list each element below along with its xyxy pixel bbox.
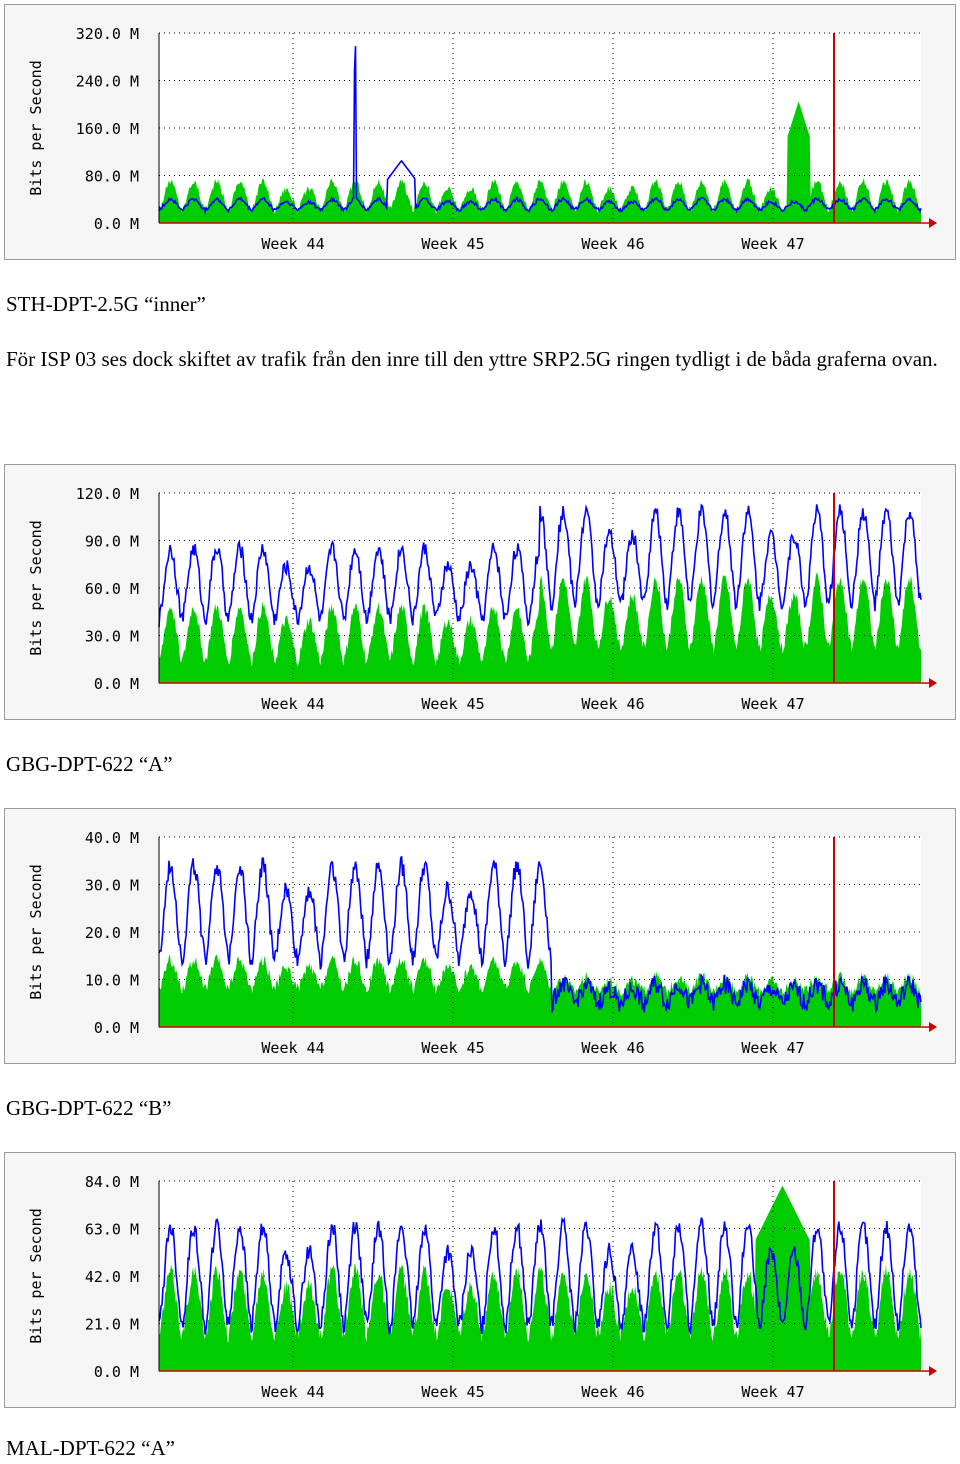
series-in-area [159, 101, 921, 223]
y-tick-label: 20.0 M [85, 924, 139, 942]
y-tick-label: 40.0 M [85, 829, 139, 847]
graph-2-svg: Bits per Second 0.0 M 30.0 M 60.0 M 90.0 M 12… [27, 485, 937, 713]
y-tick-label: 42.0 M [85, 1268, 139, 1286]
y-tick-label: 60.0 M [85, 580, 139, 598]
x-axis-arrow [929, 218, 937, 228]
x-tick-label: Week 47 [741, 1383, 804, 1401]
traffic-graph-1: Bits per Second 0.0 M 80.0 M 160.0 M 240.0 M… [4, 4, 956, 260]
x-tick-label: Week 44 [261, 1383, 324, 1401]
series-in-area [159, 1185, 921, 1371]
x-tick-label: Week 46 [581, 1383, 644, 1401]
y-tick-label: 320.0 M [76, 25, 139, 43]
graph-1-caption: STH-DPT-2.5G “inner” [6, 292, 206, 316]
y-tick-label: 21.0 M [85, 1316, 139, 1334]
x-tick-label: Week 44 [261, 695, 324, 713]
x-tick-label: Week 46 [581, 695, 644, 713]
y-tick-label: 84.0 M [85, 1173, 139, 1191]
y-axis-label: Bits per Second [27, 520, 45, 655]
x-tick-label: Week 47 [741, 1039, 804, 1057]
x-tick-label: Week 44 [261, 1039, 324, 1057]
series-out-line [158, 855, 922, 1014]
y-tick-label: 0.0 M [94, 1363, 139, 1381]
graph-2-caption: GBG-DPT-622 “A” [6, 752, 173, 776]
x-tick-label: Week 45 [421, 1383, 484, 1401]
series-out-line [158, 503, 922, 628]
y-tick-label: 90.0 M [85, 533, 139, 551]
x-axis-arrow [929, 1366, 937, 1376]
x-tick-label: Week 47 [741, 695, 804, 713]
x-tick-label: Week 46 [581, 235, 644, 253]
y-tick-label: 120.0 M [76, 485, 139, 503]
series-in-area [159, 572, 921, 683]
x-tick-label: Week 45 [421, 1039, 484, 1057]
x-tick-label: Week 45 [421, 235, 484, 253]
y-tick-label: 63.0 M [85, 1221, 139, 1239]
body-paragraph: För ISP 03 ses dock skiftet av trafik fr… [6, 347, 938, 371]
x-axis-arrow [929, 678, 937, 688]
x-tick-label: Week 47 [741, 235, 804, 253]
y-axis-label: Bits per Second [27, 60, 45, 195]
y-tick-label: 0.0 M [94, 675, 139, 693]
series-out-line [158, 1216, 922, 1336]
graph-4-caption: MAL-DPT-622 “A” [6, 1436, 175, 1460]
y-tick-label: 160.0 M [76, 120, 139, 138]
y-tick-label: 30.0 M [85, 877, 139, 895]
y-tick-label: 240.0 M [76, 73, 139, 91]
graph-4-svg: Bits per Second 0.0 M 21.0 M 42.0 M 63.0 M 84… [27, 1173, 937, 1401]
series-out-line [158, 46, 922, 215]
x-tick-label: Week 46 [581, 1039, 644, 1057]
traffic-graph-2: Bits per Second 0.0 M 30.0 M 60.0 M 90.0 M 12… [4, 464, 956, 720]
x-tick-label: Week 44 [261, 235, 324, 253]
graph-3-svg: Bits per Second 0.0 M 10.0 M 20.0 M 30.0 M 40… [27, 829, 937, 1057]
y-axis-label: Bits per Second [27, 864, 45, 999]
y-axis-label: Bits per Second [27, 1208, 45, 1343]
series-in-area [159, 955, 921, 1027]
y-tick-label: 0.0 M [94, 215, 139, 233]
x-tick-label: Week 45 [421, 695, 484, 713]
graph-3-caption: GBG-DPT-622 “B” [6, 1096, 172, 1120]
traffic-graph-3: Bits per Second 0.0 M 10.0 M 20.0 M 30.0 M 40… [4, 808, 956, 1064]
y-tick-label: 80.0 M [85, 168, 139, 186]
graph-1-svg: Bits per Second 0.0 M 80.0 M 160.0 M 240.0 M… [27, 25, 937, 253]
y-tick-label: 0.0 M [94, 1019, 139, 1037]
x-axis-arrow [929, 1022, 937, 1032]
traffic-graph-4: Bits per Second 0.0 M 21.0 M 42.0 M 63.0 M 84… [4, 1152, 956, 1408]
y-tick-label: 10.0 M [85, 972, 139, 990]
y-tick-label: 30.0 M [85, 628, 139, 646]
